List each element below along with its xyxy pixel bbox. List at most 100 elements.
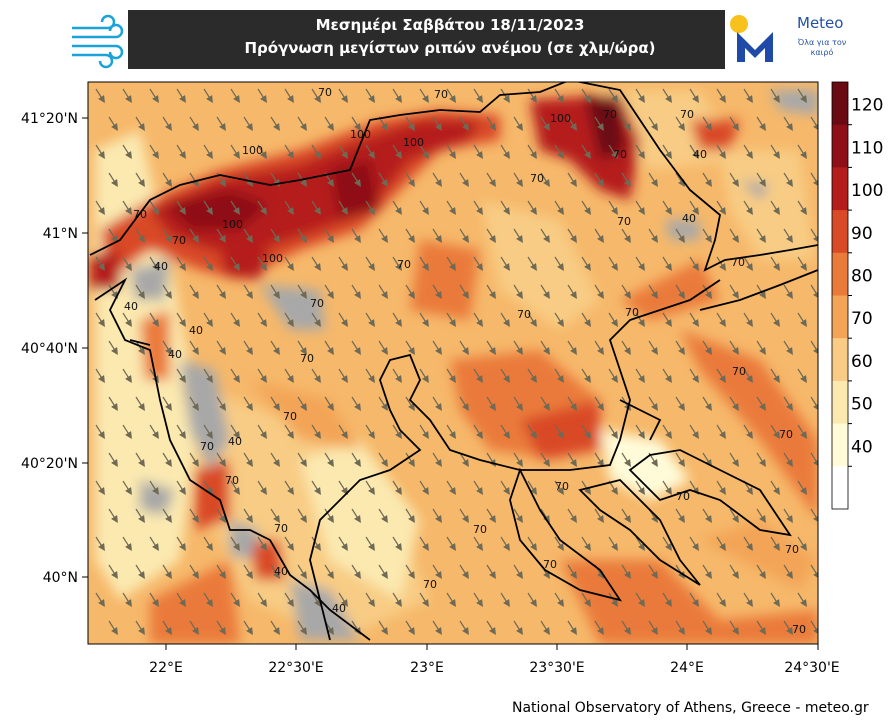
wind-arrow (176, 144, 186, 160)
wind-arrow (486, 228, 496, 244)
wind-arrow (756, 620, 766, 636)
wind-arrow (122, 536, 132, 552)
wind-arrow (297, 452, 307, 468)
wind-arrow (122, 312, 132, 328)
wind-arrow (716, 480, 726, 496)
wind-arrow (405, 564, 415, 580)
wind-arrow (432, 508, 442, 524)
wind-arrow (270, 396, 280, 412)
wind-arrow (594, 620, 604, 636)
wind-arrow (446, 312, 456, 328)
wind-arrow (365, 480, 375, 496)
wind-arrow (783, 284, 793, 300)
wind-arrow (486, 340, 496, 356)
colorbar-segment (832, 210, 848, 254)
wind-arrow (500, 424, 510, 440)
wind-arrow (810, 172, 818, 188)
wind-arrow (689, 312, 699, 328)
lat-label: 41°20'N (21, 111, 78, 127)
wind-arrow (689, 88, 699, 104)
wind-arrow (392, 480, 402, 496)
wind-arrow (135, 620, 145, 636)
credit-text: National Observatory of Athens, Greece -… (512, 700, 869, 716)
wind-arrow (297, 508, 307, 524)
wind-arrow (324, 508, 334, 524)
wind-arrow (270, 620, 280, 636)
wind-arrow (540, 508, 550, 524)
wind-arrow (500, 256, 510, 272)
wind-arrow (716, 424, 726, 440)
wind-arrow (756, 116, 766, 132)
wind-arrow (432, 564, 442, 580)
wind-arrow (581, 200, 591, 216)
wind-arrow (432, 228, 442, 244)
wind-arrow (419, 88, 429, 104)
wind-arrow (527, 144, 537, 160)
wind-arrow (230, 144, 240, 160)
wind-arrow (392, 88, 402, 104)
wind-arrow (608, 424, 618, 440)
wind-arrow (95, 368, 105, 384)
contour-label: 40 (693, 148, 707, 161)
wind-arrow (635, 592, 645, 608)
colorbar-tick-label: 50 (851, 395, 873, 415)
longitude-axis: 22°E 22°30'E 23°E 23°30'E 24°E 24°30'E (149, 644, 840, 676)
wind-arrow (675, 620, 685, 636)
wind-arrow (243, 508, 253, 524)
wind-arrow (149, 256, 159, 272)
wind-arrow (473, 312, 483, 328)
wind-arrow (432, 116, 442, 132)
wind-arrow (176, 424, 186, 440)
wind-arrow (743, 200, 753, 216)
wind-arrow (527, 256, 537, 272)
contour-labels: 70 100 100 100 100 100 100 70 70 40 40 40 40 70 70 70 70… (124, 86, 806, 636)
contour-label: 40 (274, 565, 288, 578)
wind-arrow (527, 368, 537, 384)
wind-arrow (108, 340, 118, 356)
wind-arrow (365, 88, 375, 104)
wind-arrow (122, 256, 132, 272)
wind-arrow (432, 620, 442, 636)
wind-arrow (621, 564, 631, 580)
wind-arrow (162, 620, 172, 636)
wind-arrow (486, 564, 496, 580)
wind-arrow (270, 116, 280, 132)
wind-arrow (756, 340, 766, 356)
wind-arrow (311, 592, 321, 608)
wind-arrow (594, 340, 604, 356)
wind-arrow (608, 144, 618, 160)
wind-arrow (392, 536, 402, 552)
wind-arrow (216, 228, 226, 244)
wind-arrow (756, 228, 766, 244)
wind-arrow (581, 368, 591, 384)
wind-arrow (338, 480, 348, 496)
wind-arrow (756, 508, 766, 524)
lon-label: 22°30'E (268, 660, 323, 676)
wind-arrow (675, 228, 685, 244)
wind-arrow (378, 396, 388, 412)
wind-arrow (216, 340, 226, 356)
wind-arrow (419, 480, 429, 496)
colorbar-segment (832, 82, 848, 126)
wind-arrow (729, 228, 739, 244)
wind-arrow (770, 200, 780, 216)
wind-arrow (567, 172, 577, 188)
wind-arrow (203, 480, 213, 496)
wind-arrow (176, 592, 186, 608)
wind-arrow (95, 200, 105, 216)
wind-arrow (378, 228, 388, 244)
wind-arrow (149, 480, 159, 496)
wind-arrow (635, 536, 645, 552)
contour-label: 70 (434, 88, 448, 101)
wind-arrow (189, 620, 199, 636)
wind-arrow (621, 620, 631, 636)
wind-arrow (95, 144, 105, 160)
wind-arrow (527, 480, 537, 496)
wind-arrow (135, 396, 145, 412)
wind-arrow (716, 200, 726, 216)
wind-arrow (473, 200, 483, 216)
wind-arrow (608, 88, 618, 104)
wind-arrow (513, 116, 523, 132)
wind-arrow (405, 620, 415, 636)
wind-arrow (540, 116, 550, 132)
